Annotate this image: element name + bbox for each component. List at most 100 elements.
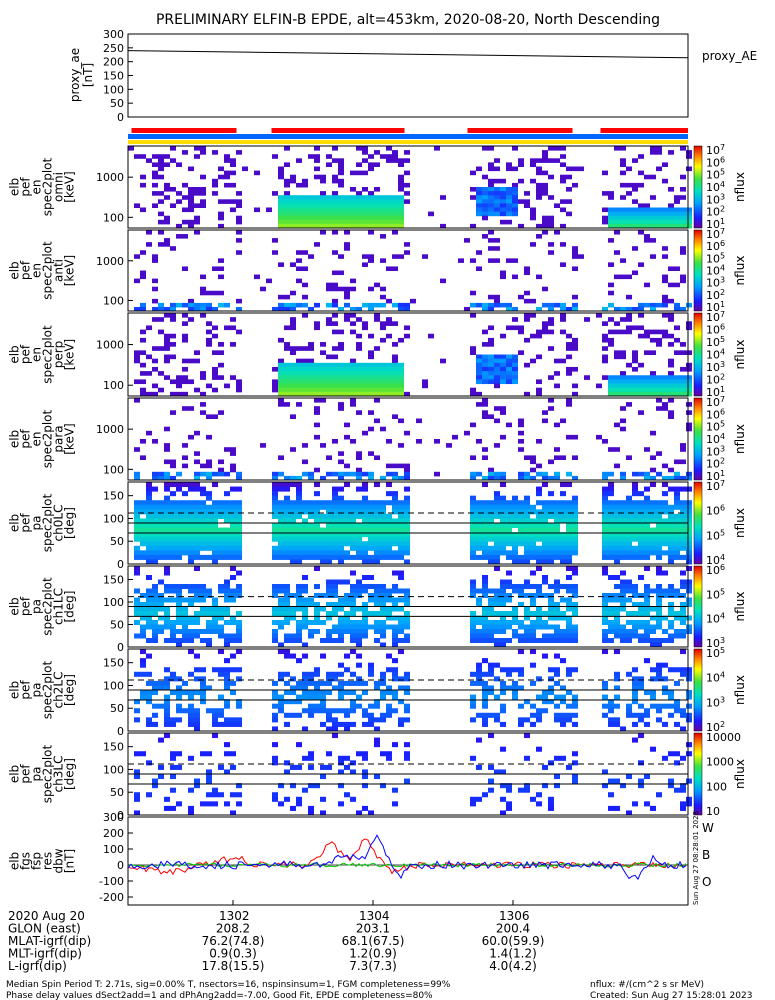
heatmap-cell <box>290 306 296 312</box>
heatmap-cell <box>554 500 560 506</box>
heatmap-cell <box>668 475 674 481</box>
heatmap-cell <box>176 379 182 385</box>
heatmap-cell <box>500 810 506 816</box>
ytick-label: 1000 <box>96 339 124 352</box>
axis-row-value: 0.9(0.3) <box>209 947 257 961</box>
heatmap-cell <box>638 219 644 225</box>
heatmap-cell <box>620 513 626 519</box>
heatmap-cell <box>272 680 278 686</box>
heatmap-cell <box>380 258 386 263</box>
heatmap-cell <box>500 638 506 643</box>
heatmap-cell <box>140 182 146 188</box>
heatmap-cell <box>290 207 296 213</box>
heatmap-cell <box>632 325 638 331</box>
heatmap-cell <box>314 410 320 415</box>
heatmap-cell <box>644 620 650 625</box>
heatmap-cell <box>356 146 362 151</box>
heatmap-cell <box>644 219 650 225</box>
heatmap-cell <box>392 211 398 217</box>
heatmap-cell <box>512 354 518 360</box>
heatmap-cell <box>368 302 374 308</box>
heatmap-cell <box>404 638 410 643</box>
heatmap-cell <box>374 366 380 372</box>
heatmap-cell <box>182 333 188 339</box>
heatmap-cell <box>356 751 362 757</box>
heatmap-cell <box>368 721 374 727</box>
colorbar-tick-label: 104 <box>706 612 725 626</box>
heatmap-cell <box>674 500 680 506</box>
heatmap-cell <box>368 375 374 380</box>
heatmap-cell <box>176 375 182 380</box>
heatmap-cell <box>134 699 140 705</box>
heatmap-cell <box>398 391 404 397</box>
heatmap-cell <box>650 195 656 200</box>
colorbar-label: nflux <box>733 675 747 705</box>
heatmap-cell <box>218 410 224 415</box>
heatmap-cell <box>344 223 350 229</box>
heatmap-cell <box>284 379 290 385</box>
heatmap-cell <box>296 584 302 589</box>
ylabel-line: en <box>30 180 44 195</box>
heatmap-cell <box>542 223 548 229</box>
heatmap-cell <box>542 471 548 477</box>
heatmap-cell <box>398 443 404 448</box>
heatmap-cell <box>170 500 176 506</box>
heatmap-cell <box>542 579 548 585</box>
heatmap-cell <box>680 146 686 151</box>
ytick-label: 150 <box>103 741 124 754</box>
heatmap-cell <box>236 649 242 655</box>
heatmap-cell <box>602 685 608 691</box>
heatmap-cell <box>674 527 680 533</box>
heatmap-cell <box>134 554 140 560</box>
heatmap-cell <box>314 158 320 163</box>
heatmap-cell <box>566 187 572 192</box>
heatmap-cell <box>500 629 506 634</box>
colorbar-label: nflux <box>733 172 747 202</box>
heatmap-cell <box>170 805 176 811</box>
heatmap-cell <box>296 402 302 407</box>
heatmap-cell <box>662 298 668 304</box>
footer-line2: Phase delay values dSect2add=1 and dPhAn… <box>6 991 433 1000</box>
heatmap-cell <box>320 518 326 524</box>
heatmap-cell <box>536 463 542 469</box>
heatmap-cell <box>680 207 686 213</box>
ylabel-line: [nT] <box>81 63 95 87</box>
heatmap-cell <box>176 708 182 714</box>
heatmap-cell <box>338 550 344 556</box>
ylabel-line: perp <box>52 341 66 369</box>
heatmap-cell <box>494 358 500 364</box>
heatmap-cell <box>662 676 668 682</box>
heatmap-cell <box>170 391 176 397</box>
heatmap-cell <box>170 541 176 547</box>
heatmap-cell <box>566 554 572 560</box>
heatmap-cell <box>536 712 542 718</box>
heatmap-cell <box>320 375 326 380</box>
heatmap-cell <box>674 550 680 556</box>
heatmap-cell <box>512 146 518 151</box>
heatmap-cell <box>290 178 296 184</box>
heatmap-cell <box>302 504 308 510</box>
heatmap-cell <box>320 606 326 612</box>
heatmap-cell <box>674 207 680 213</box>
heatmap-cell <box>536 500 542 506</box>
heatmap-cell <box>194 387 200 393</box>
colorbar-tick-label: 104 <box>706 671 725 685</box>
heatmap-cell <box>374 150 380 155</box>
heatmap-cell <box>470 593 476 598</box>
heatmap-cell <box>296 550 302 556</box>
heatmap-cell <box>674 325 680 331</box>
heatmap-cell <box>212 191 218 196</box>
heatmap-cell <box>404 509 410 515</box>
heatmap-cell <box>674 383 680 389</box>
heatmap-cell <box>320 550 326 556</box>
heatmap-cell <box>368 536 374 542</box>
heatmap-cell <box>674 211 680 217</box>
heatmap-cell <box>296 495 302 501</box>
heatmap-cell <box>224 597 230 603</box>
heatmap-cell <box>368 471 374 477</box>
heatmap-cell <box>296 383 302 389</box>
heatmap-cell <box>656 550 662 556</box>
heatmap-cell <box>644 302 650 308</box>
heatmap-cell <box>638 391 644 397</box>
heatmap-cell <box>506 191 512 196</box>
